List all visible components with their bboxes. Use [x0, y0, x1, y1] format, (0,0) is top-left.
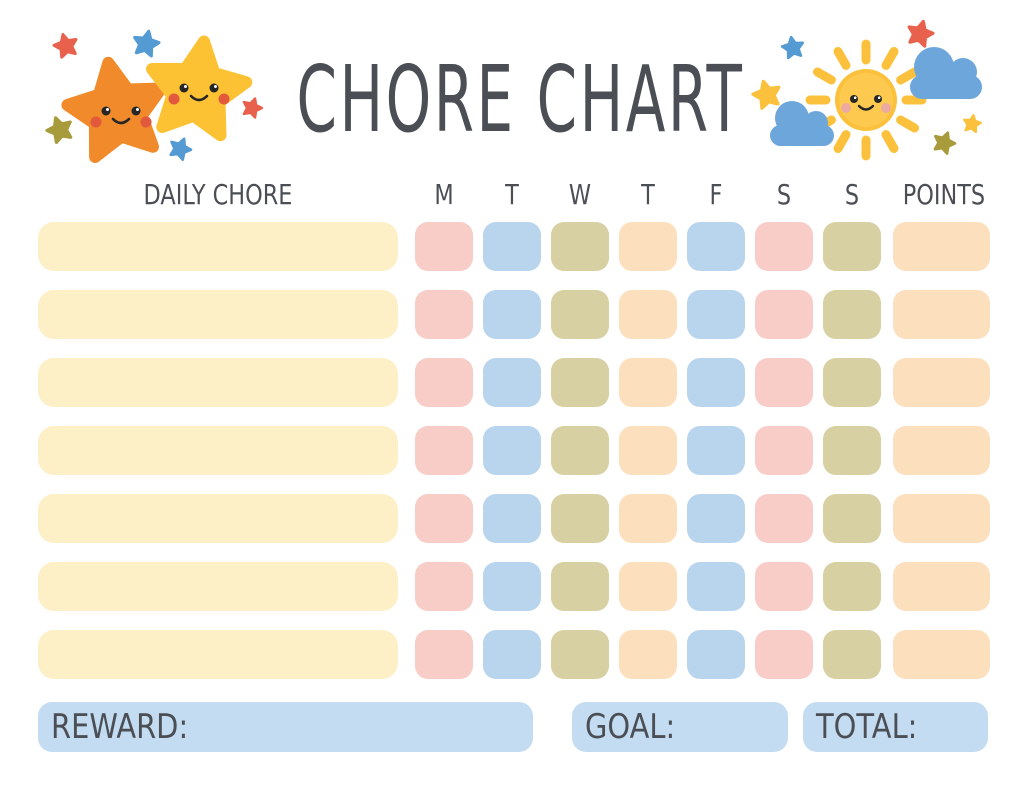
day-cell[interactable]: [687, 426, 745, 475]
total-label: TOTAL:: [816, 707, 918, 747]
day-cell[interactable]: [619, 562, 677, 611]
chore-name-field[interactable]: [38, 426, 398, 475]
day-cell[interactable]: [687, 562, 745, 611]
chore-name-field[interactable]: [38, 358, 398, 407]
reward-label: REWARD:: [51, 707, 189, 747]
day-header-sun: S: [844, 178, 860, 211]
day-cell[interactable]: [823, 222, 881, 271]
total-field[interactable]: TOTAL:: [803, 702, 988, 752]
day-cell[interactable]: [483, 222, 541, 271]
day-cell[interactable]: [619, 630, 677, 679]
day-header-tue: T: [505, 178, 519, 211]
day-cell[interactable]: [483, 562, 541, 611]
chore-name-field[interactable]: [38, 494, 398, 543]
day-cell[interactable]: [551, 494, 609, 543]
chore-name-field[interactable]: [38, 562, 398, 611]
cloud-icon: [910, 47, 982, 99]
day-cell[interactable]: [687, 358, 745, 407]
day-cell[interactable]: [551, 630, 609, 679]
day-cell[interactable]: [483, 630, 541, 679]
points-cell[interactable]: [893, 494, 990, 543]
day-cell[interactable]: [755, 358, 813, 407]
day-cell[interactable]: [823, 426, 881, 475]
points-header: POINTS: [902, 178, 986, 211]
day-cell[interactable]: [551, 358, 609, 407]
points-cell[interactable]: [893, 630, 990, 679]
chore-name-field[interactable]: [38, 290, 398, 339]
day-header-fri: F: [709, 178, 723, 211]
day-cell[interactable]: [415, 630, 473, 679]
points-cell[interactable]: [893, 222, 990, 271]
day-cell[interactable]: [551, 426, 609, 475]
day-cell[interactable]: [415, 562, 473, 611]
points-cell[interactable]: [893, 562, 990, 611]
points-cell[interactable]: [893, 426, 990, 475]
cloud-icon: [770, 101, 834, 146]
reward-field[interactable]: REWARD:: [38, 702, 533, 752]
stars-decoration: [42, 27, 263, 168]
day-cell[interactable]: [823, 358, 881, 407]
day-cell[interactable]: [755, 222, 813, 271]
day-cell[interactable]: [823, 494, 881, 543]
chore-row: [0, 290, 1024, 339]
chore-name-field[interactable]: [38, 222, 398, 271]
day-cell[interactable]: [483, 358, 541, 407]
day-header-thu: T: [641, 178, 655, 211]
day-cell[interactable]: [415, 222, 473, 271]
day-header-mon: M: [434, 178, 454, 211]
day-cell[interactable]: [619, 494, 677, 543]
page-title: CHORE CHART: [0, 46, 1024, 154]
day-cell[interactable]: [755, 494, 813, 543]
day-cell[interactable]: [551, 290, 609, 339]
chore-name-field[interactable]: [38, 630, 398, 679]
day-cell[interactable]: [823, 630, 881, 679]
day-cell[interactable]: [619, 358, 677, 407]
page-title-text: CHORE CHART: [296, 46, 744, 153]
chore-row: [0, 426, 1024, 475]
day-cell[interactable]: [687, 494, 745, 543]
day-cell[interactable]: [687, 630, 745, 679]
chore-row: [0, 562, 1024, 611]
day-header-sat: S: [776, 178, 792, 211]
day-cell[interactable]: [483, 290, 541, 339]
day-cell[interactable]: [619, 426, 677, 475]
day-cell[interactable]: [551, 562, 609, 611]
day-cell[interactable]: [755, 562, 813, 611]
day-cell[interactable]: [483, 494, 541, 543]
day-cell[interactable]: [551, 222, 609, 271]
day-cell[interactable]: [619, 222, 677, 271]
chore-row: [0, 630, 1024, 679]
sun-clouds-decoration: [748, 16, 984, 161]
day-cell[interactable]: [415, 290, 473, 339]
chore-row: [0, 222, 1024, 271]
day-cell[interactable]: [483, 426, 541, 475]
day-cell[interactable]: [687, 222, 745, 271]
day-cell[interactable]: [823, 562, 881, 611]
orange-star-icon: [61, 54, 170, 160]
day-cell[interactable]: [415, 358, 473, 407]
day-header-wed: W: [568, 178, 592, 211]
daily-chore-header: DAILY CHORE: [143, 178, 293, 211]
day-cell[interactable]: [415, 494, 473, 543]
goal-field[interactable]: GOAL:: [572, 702, 788, 752]
day-cell[interactable]: [755, 426, 813, 475]
day-cell[interactable]: [619, 290, 677, 339]
day-cell[interactable]: [755, 290, 813, 339]
day-cell[interactable]: [415, 426, 473, 475]
day-cell[interactable]: [755, 630, 813, 679]
goal-label: GOAL:: [585, 707, 676, 747]
day-cell[interactable]: [687, 290, 745, 339]
points-cell[interactable]: [893, 358, 990, 407]
chore-row: [0, 358, 1024, 407]
yellow-star-icon: [144, 35, 251, 138]
chore-row: [0, 494, 1024, 543]
points-cell[interactable]: [893, 290, 990, 339]
day-cell[interactable]: [823, 290, 881, 339]
